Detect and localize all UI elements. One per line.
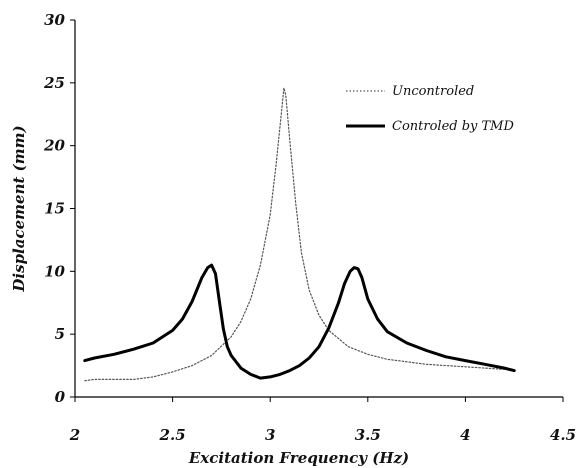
y-tick-label: 10 [44, 262, 65, 280]
x-tick-label: 2.5 [159, 426, 186, 444]
y-tick-label: 0 [55, 388, 66, 406]
series-layer [83, 87, 516, 382]
x-tick-label: 3 [265, 426, 275, 444]
y-tick-label: 30 [44, 11, 65, 29]
y-tick-label: 25 [43, 74, 65, 92]
series-line-controled-by-tmd [83, 263, 516, 380]
y-tick-label: 15 [44, 200, 65, 218]
y-axis-title: Displacement (mm) [10, 125, 28, 292]
x-tick-label: 4 [460, 426, 470, 444]
y-tick-label: 5 [55, 325, 65, 343]
x-tick-label: 2 [69, 426, 80, 444]
axes: 2 2.5 3 3.5 4 4.5 0 5 10 15 20 25 30 [43, 11, 576, 444]
y-tick-label: 20 [43, 137, 65, 155]
x-tick-label: 3.5 [355, 426, 381, 444]
legend-label: Controled by TMD [392, 119, 514, 134]
x-axis-title: Excitation Frequency (Hz) [188, 449, 409, 467]
series-line-uncontroled [84, 87, 515, 382]
legend: Uncontroled Controled by TMD [346, 84, 514, 134]
x-tick-label: 4.5 [550, 426, 576, 444]
legend-label: Uncontroled [392, 84, 474, 99]
